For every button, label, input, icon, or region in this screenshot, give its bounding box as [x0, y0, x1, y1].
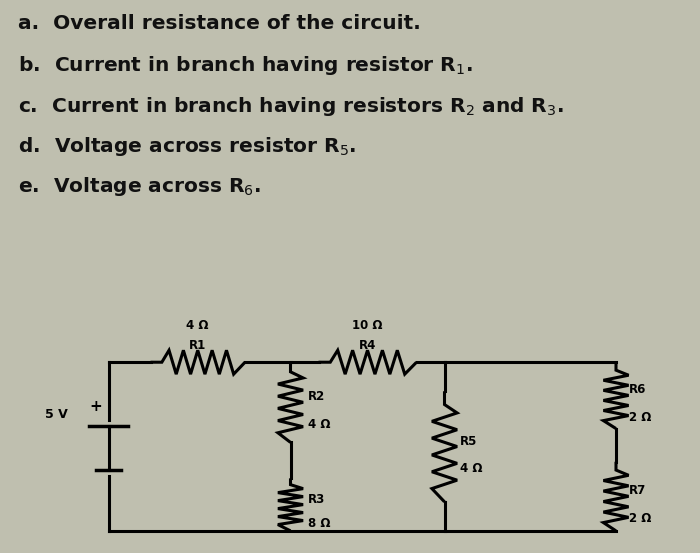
Text: +: +	[90, 399, 102, 414]
Text: R2: R2	[308, 390, 326, 403]
Text: R1: R1	[189, 339, 206, 352]
Text: 5 V: 5 V	[45, 408, 67, 421]
Text: 2 Ω: 2 Ω	[629, 411, 651, 424]
Text: R7: R7	[629, 484, 646, 497]
Text: 2 Ω: 2 Ω	[629, 512, 651, 525]
Text: R4: R4	[359, 339, 376, 352]
Text: c.  Current in branch having resistors R$_2$ and R$_3$.: c. Current in branch having resistors R$…	[18, 95, 563, 118]
Text: R5: R5	[460, 435, 477, 447]
Text: 4 Ω: 4 Ω	[460, 462, 482, 475]
Text: d.  Voltage across resistor R$_5$.: d. Voltage across resistor R$_5$.	[18, 135, 356, 158]
Text: b.  Current in branch having resistor R$_1$.: b. Current in branch having resistor R$_…	[18, 54, 472, 77]
Text: 8 Ω: 8 Ω	[308, 518, 330, 530]
Text: R6: R6	[629, 383, 646, 397]
Text: 4 Ω: 4 Ω	[308, 418, 330, 431]
Text: 4 Ω: 4 Ω	[186, 319, 209, 332]
Text: e.  Voltage across R$_6$.: e. Voltage across R$_6$.	[18, 175, 260, 199]
Text: R3: R3	[308, 493, 326, 505]
Text: 10 Ω: 10 Ω	[352, 319, 383, 332]
Text: a.  Overall resistance of the circuit.: a. Overall resistance of the circuit.	[18, 14, 420, 33]
